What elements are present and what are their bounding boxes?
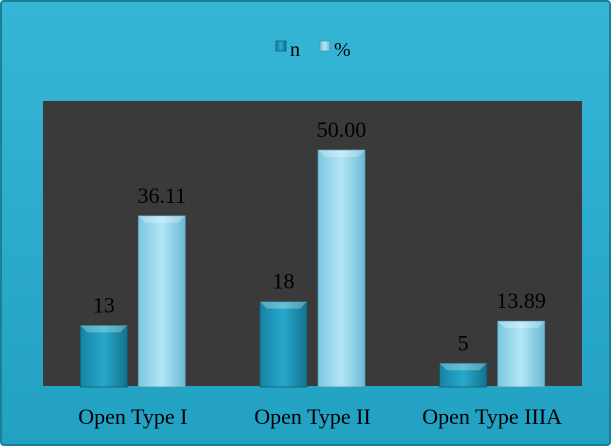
data-label-n-open-type-i: 13 [93, 292, 115, 317]
data-label-n-open-type-iiia: 5 [458, 330, 469, 355]
category-label-open-type-i: Open Type I [78, 404, 187, 429]
data-label-pct-open-type-ii: 50.00 [317, 117, 367, 142]
legend: n % [275, 39, 351, 61]
bar-bevel-pct-open-type-i [138, 215, 186, 223]
chart-marks: 13 36.11 Open Type I 18 50.00 Open Type II 5 13… [78, 117, 562, 429]
legend-swatch-pct [319, 40, 331, 52]
bar-bevel-pct-open-type-ii [318, 150, 365, 157]
bar-pct-open-type-iiia [497, 320, 546, 388]
data-label-pct-open-type-i: 36.11 [137, 183, 186, 208]
bar-bevel-n-open-type-iiia [439, 363, 487, 371]
legend-label-n: n [290, 39, 300, 61]
legend-label-pct: % [334, 39, 351, 61]
bar-bevel-pct-open-type-iiia [497, 321, 545, 329]
legend-swatch-n [275, 40, 287, 52]
category-label-open-type-iiia: Open Type IIIA [422, 404, 562, 429]
bar-n-open-type-i [79, 324, 128, 388]
bar-pct-open-type-ii [317, 149, 366, 388]
data-label-n-open-type-ii: 18 [273, 269, 295, 294]
bar-bevel-n-open-type-i [80, 325, 128, 333]
data-label-pct-open-type-iiia: 13.89 [496, 288, 546, 313]
bar-bevel-n-open-type-ii [260, 301, 307, 309]
bar-n-open-type-ii [259, 301, 308, 388]
plot-area [43, 101, 582, 386]
category-label-open-type-ii: Open Type II [254, 404, 371, 429]
bar-pct-open-type-i [137, 215, 186, 388]
bar-n-open-type-iiia [439, 362, 488, 388]
